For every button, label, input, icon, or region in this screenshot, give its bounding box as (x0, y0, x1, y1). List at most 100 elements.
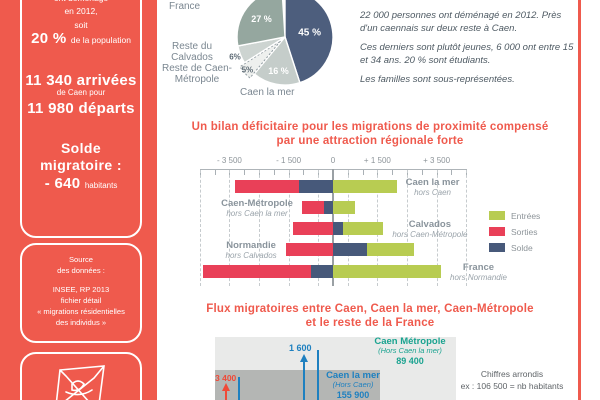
axis-tick (362, 170, 364, 175)
pie-label-3: Reste du Calvados (171, 41, 213, 63)
flow-line-blue-2 (316, 350, 319, 400)
bar-segment-solde (298, 180, 333, 193)
gridline (259, 170, 260, 286)
axis-tick (244, 170, 246, 175)
bar-row-label: France hors Normandie (450, 262, 507, 283)
bar-row-label: Caen-Métropole hors Caen la mer (221, 197, 293, 218)
gridline (407, 170, 408, 286)
bar-row-label-text: Caen-Métropole (221, 197, 293, 209)
node-caen-metropole-sub: (Hors Caen la mer) (378, 346, 442, 355)
intro-paragraph-2: Ces derniers sont plutôt jeunes, 6 000 o… (360, 42, 574, 66)
bar-segment-entrees (333, 180, 397, 193)
flow-line-blue-3 (238, 377, 240, 400)
sidebar-stats-box: ont déménagé en 2012, soit 20 % de la po… (20, 0, 142, 238)
gridline (436, 170, 438, 286)
node-caen-la-mer-value: 155 900 (336, 389, 370, 400)
flow-note-line2: ex : 106 500 = nb habitants (460, 381, 564, 391)
axis-tick-label: - 3 500 (216, 156, 242, 165)
bar-row-label-text: hors Caen-Métropole (392, 229, 468, 239)
gridline (229, 170, 231, 286)
bar-row-label-text: Normandie (226, 240, 276, 251)
axis-tick (451, 170, 453, 175)
axis-tick (421, 170, 423, 175)
stats-soit: soit (74, 20, 88, 30)
legend-swatch-solde (489, 243, 505, 252)
bar-row-label-text: hors Caen (414, 188, 452, 197)
pie-percent-label: 6% (229, 52, 241, 62)
flow-box-caen-la-mer (215, 370, 380, 400)
flow-note-line1: Chiffres arrondis (480, 369, 544, 379)
source-body-4: des individus » (55, 318, 107, 327)
sidebar-source-box: Source des données : INSEE, RP 2013 fich… (20, 243, 142, 343)
flow-title-line1: Flux migratoires entre Caen, Caen la mer… (206, 303, 534, 315)
flow-node-caen-la-mer: Caen la mer (Hors Caen) 155 900 (314, 371, 392, 400)
bar-row-label: Calvados hors Caen-Métropole (392, 219, 468, 239)
axis-tick (392, 170, 394, 175)
axis-tick (273, 170, 275, 175)
bar-segment-solde (324, 200, 333, 214)
sidebar: ont déménagé en 2012, soit 20 % de la po… (0, 0, 157, 400)
sidebar-logo-box (20, 352, 142, 400)
bar-segment-sorties (285, 243, 333, 256)
arrivals-sub: de Caen pour (56, 88, 106, 97)
pie-chart (236, 0, 334, 86)
flow-diagram-title: Flux migratoires entre Caen, Caen la mer… (166, 303, 574, 330)
bar-row-label-text: hors Normandie (450, 273, 507, 282)
population-label: de la population (70, 35, 131, 45)
pie-slice-0 (284, 0, 334, 84)
solde-title-2: migratoire : (40, 157, 122, 173)
source-body-1: INSEE, RP 2013 (52, 285, 110, 294)
bar-row-label-text: hors Caen la mer (226, 208, 288, 218)
axis-tick (303, 170, 305, 175)
flow-note: Chiffres arrondis ex : 106 500 = nb habi… (448, 368, 576, 392)
solde-title-1: Solde (60, 140, 102, 156)
bar-segment-solde (333, 221, 344, 235)
bar-row-label-text: Caen la mer (405, 177, 460, 188)
stats-population: 20 % de la population (22, 30, 140, 48)
aucame-logo-icon (55, 365, 105, 400)
legend-label-entrees: Entrées (511, 211, 541, 221)
node-caen-metropole-name: Caen Métropole (374, 336, 446, 347)
solde-value-line: - 640 habitants (22, 175, 140, 193)
pie-percent-label: 27 % (251, 13, 272, 24)
gridline (288, 170, 290, 286)
node-caen-metropole-value: 89 400 (396, 355, 424, 366)
axis-tick-label: + 3 500 (423, 156, 451, 165)
flow-line-blue-1 (303, 361, 305, 400)
legend-label-sorties: Sorties (511, 227, 538, 237)
arrivals-value: 11 340 arrivées (25, 72, 137, 89)
right-border-rule (578, 0, 581, 400)
up-arrow-icon-blue (299, 354, 308, 362)
pie-slice-1 (253, 35, 301, 86)
pie-label-0: Caen (327, 0, 367, 3)
source-title-2: des données : (57, 266, 105, 275)
flow-value-1600: 1 600 (289, 343, 312, 353)
pie-percent-label: 16 % (268, 65, 289, 76)
bar-row-label-text: hors Calvados (225, 251, 277, 260)
node-caen-la-mer-sub: (Hors Caen) (332, 380, 374, 389)
solde-value: - 640 (44, 175, 81, 192)
bar-chart-title-line1: Un bilan déficitaire pour les migrations… (191, 121, 549, 133)
bar-segment-solde (333, 243, 368, 256)
node-caen-la-mer-name: Caen la mer (326, 370, 380, 381)
bar-segment-sorties (293, 221, 333, 235)
intro-paragraph-1: 22 000 personnes ont déménagé en 2012. P… (360, 10, 562, 34)
source-body-2: fichier détail (60, 296, 102, 305)
axis-tick (214, 170, 216, 175)
flow-node-caen-metropole: Caen Métropole (Hors Caen la mer) 89 400 (360, 337, 460, 366)
legend-label-solde: Solde (511, 243, 533, 253)
bar-row-label: Normandie hors Calvados (225, 240, 277, 261)
population-pct: 20 % (31, 30, 67, 47)
axis-tick-label: - 1 500 (276, 156, 302, 165)
bar-row-label-text: France (462, 262, 495, 273)
bar-segment-entrees (333, 200, 356, 214)
source-title-1: Source (68, 255, 94, 264)
flow-value-3400: 3 400 (215, 373, 237, 383)
solde-unit: habitants (84, 181, 118, 190)
axis-tick-label: 0 (330, 156, 336, 165)
bar-segment-entrees (367, 243, 415, 256)
bar-segment-sorties (202, 265, 311, 278)
bar-segment-entrees (333, 265, 442, 278)
pie-label-4: France (169, 1, 201, 12)
stats-partial-line: ont déménagé (22, 0, 140, 3)
